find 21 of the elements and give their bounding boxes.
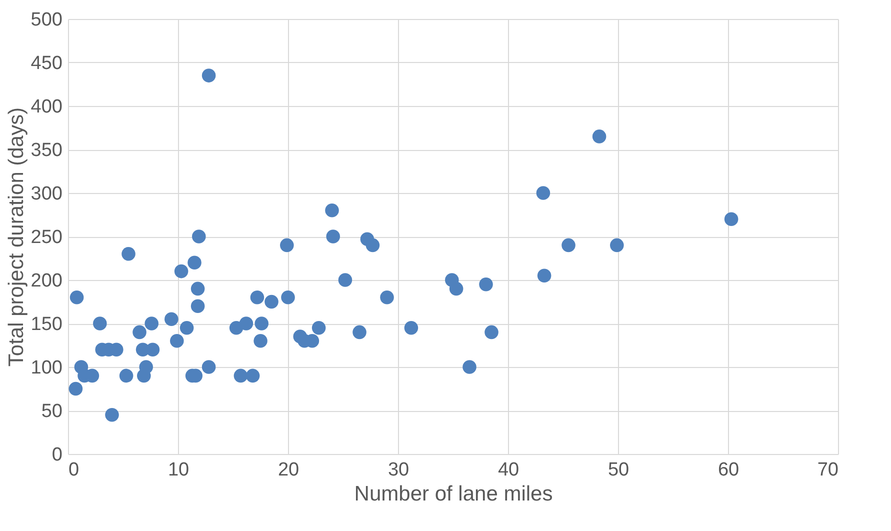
y-tick-label: 450: [30, 53, 62, 74]
x-tick-label: 60: [718, 460, 740, 480]
x-tick-label: 40: [498, 460, 520, 480]
y-tick-label: 0: [52, 444, 62, 466]
x-tick-label: 0: [68, 460, 80, 480]
x-tick-label: 30: [388, 460, 410, 480]
x-tick-label: 20: [278, 460, 300, 480]
x-axis-title: Number of lane miles: [354, 482, 553, 506]
y-tick-label: 300: [30, 184, 62, 204]
x-tick-label: 10: [168, 460, 190, 480]
y-tick-label: 500: [30, 10, 62, 30]
y-tick-label: 50: [41, 401, 62, 422]
y-tick-label: 150: [30, 314, 62, 335]
y-tick-label: 350: [30, 140, 62, 161]
y-tick-label: 100: [30, 358, 62, 378]
x-tick-label: 50: [608, 460, 630, 480]
y-tick-label: 250: [30, 227, 62, 248]
y-tick-label: 200: [30, 270, 62, 292]
y-tick-label: 400: [30, 96, 62, 118]
x-tick-label: 70: [817, 460, 838, 480]
y-axis-title: Total project duration (days): [4, 107, 28, 367]
